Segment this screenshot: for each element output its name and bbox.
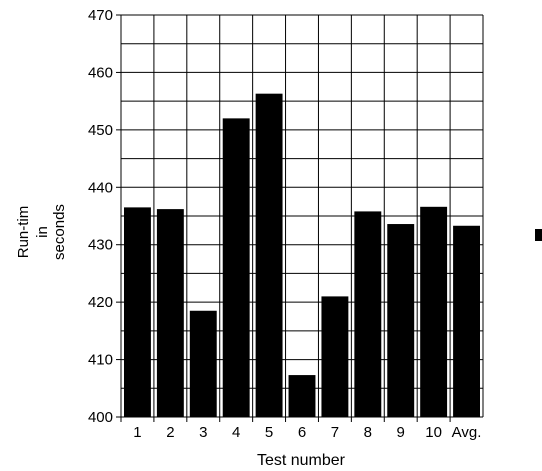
y-tick-label: 440 — [88, 179, 113, 196]
x-tick-label: 5 — [265, 424, 273, 441]
bar-7 — [321, 296, 349, 417]
x-tick-label: 6 — [298, 424, 306, 441]
y-axis-label-line-3: seconds — [51, 204, 68, 260]
y-axis-label-line-2: in — [34, 226, 51, 238]
x-tick-label: 1 — [133, 424, 141, 441]
y-tick-label: 420 — [88, 294, 113, 311]
bar-8 — [354, 211, 382, 417]
y-tick-label: 460 — [88, 64, 113, 81]
y-tick-label: 450 — [88, 122, 113, 139]
x-tick-label: 10 — [425, 424, 442, 441]
x-tick-label: Avg. — [452, 424, 482, 441]
x-tick-label: 4 — [232, 424, 240, 441]
x-axis-label: Test number — [257, 452, 346, 469]
y-axis-label: Run-tim in seconds — [15, 204, 68, 260]
bar-3 — [189, 310, 217, 417]
bars — [124, 93, 480, 418]
bar-10 — [420, 206, 448, 417]
x-tick-label: 9 — [397, 424, 405, 441]
y-tick-label: 400 — [88, 409, 113, 426]
y-axis: 400 410 420 430 440 450 460 470 — [88, 7, 121, 426]
bar-6 — [288, 375, 316, 417]
bar-9 — [387, 224, 415, 417]
bar-1 — [124, 207, 151, 417]
x-tick-label: 3 — [199, 424, 207, 441]
y-tick-label: 410 — [88, 352, 113, 369]
y-axis-label-line-1: Run-tim — [15, 206, 32, 259]
bar-4 — [222, 118, 250, 417]
y-tick-label: 470 — [88, 7, 113, 24]
bar-2 — [156, 209, 184, 417]
bar-avg — [453, 225, 480, 417]
x-tick-label: 8 — [364, 424, 372, 441]
y-tick-label: 430 — [88, 237, 113, 254]
legend-marker — [535, 229, 542, 241]
x-axis: 1 2 3 4 5 6 7 8 9 10 Avg. — [120, 417, 482, 441]
bar-5 — [255, 93, 283, 418]
x-tick-label: 2 — [166, 424, 174, 441]
x-tick-label: 7 — [331, 424, 339, 441]
